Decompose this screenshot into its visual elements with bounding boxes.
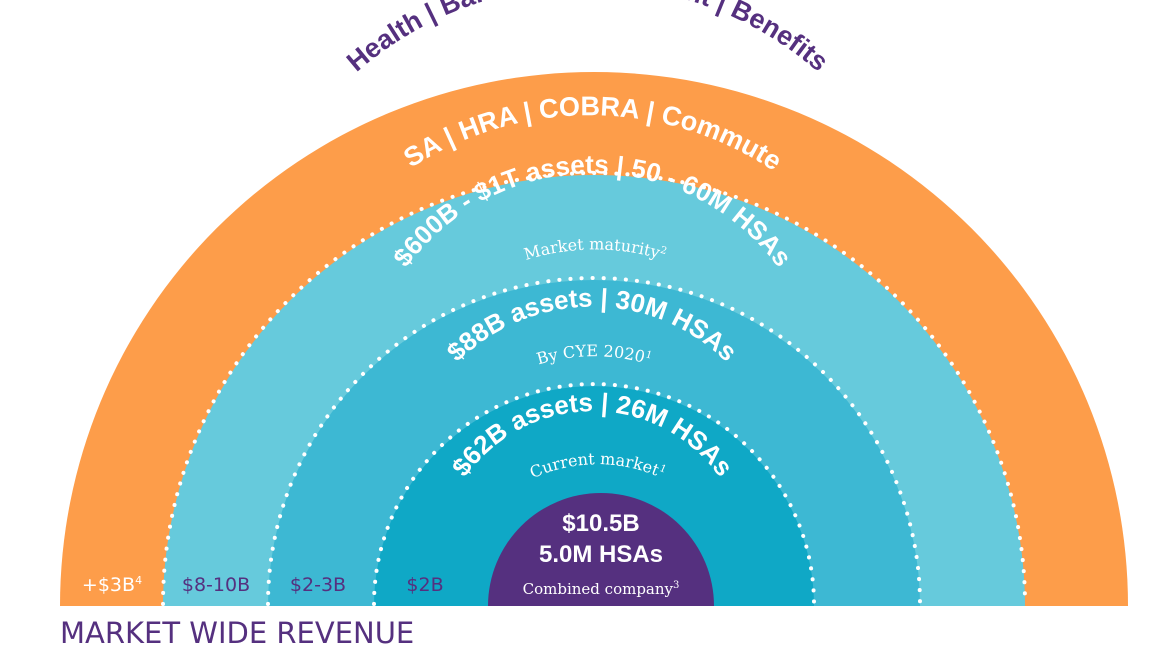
center-assets: $10.5B	[562, 510, 639, 537]
center-hsas: 5.0M HSAs	[539, 541, 663, 568]
dotted-separator-middle	[266, 276, 922, 606]
center-subtitle: Combined company3	[523, 580, 680, 598]
center-combined-company	[488, 493, 714, 606]
dotted-separator-outer	[161, 171, 1027, 606]
outer-caption: Health | Banking | Retirement | Benefits	[341, 0, 834, 77]
dotted-separator-inner	[372, 382, 816, 606]
revenue-label-fsa: +$3B4	[82, 574, 142, 596]
footer-title: MARKET WIDE REVENUE	[60, 616, 414, 650]
revenue-label-current-market: $2B	[406, 574, 443, 596]
revenue-label-cye-2020: $2-3B	[290, 574, 346, 596]
revenue-label-market-maturity: $8-10B	[182, 574, 250, 596]
